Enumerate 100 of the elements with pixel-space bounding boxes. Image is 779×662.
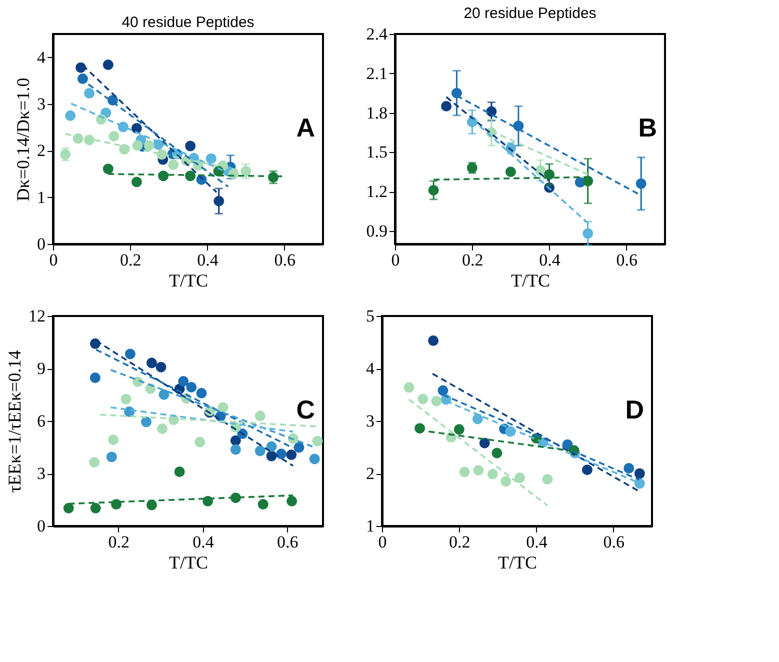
point	[286, 450, 297, 460]
chart-title: 40 residue Peptides	[122, 14, 254, 31]
point	[174, 466, 185, 477]
point	[472, 414, 483, 424]
y-tick-label: 4	[366, 359, 375, 378]
point	[428, 184, 439, 196]
point	[230, 435, 241, 446]
point	[146, 358, 157, 368]
point	[108, 434, 119, 445]
y-tick-label: 6	[37, 412, 46, 430]
point	[428, 335, 439, 346]
point	[438, 385, 448, 396]
point	[459, 466, 470, 478]
x-axis-title: T/TC	[169, 270, 208, 290]
point	[634, 468, 645, 479]
x-tick-label: 0	[391, 250, 400, 270]
point	[294, 442, 304, 453]
point	[157, 423, 168, 434]
point	[312, 436, 323, 446]
point	[513, 120, 524, 132]
point	[414, 423, 426, 434]
point	[102, 60, 114, 70]
x-axis-title: T/TC	[169, 552, 208, 572]
point	[185, 140, 196, 152]
point	[168, 159, 179, 170]
point	[254, 446, 266, 456]
point	[276, 448, 286, 460]
point	[108, 130, 120, 142]
y-tick-label: 1.5	[366, 142, 388, 162]
y-tick-label: 0.9	[366, 221, 388, 240]
point	[473, 465, 484, 476]
point	[218, 402, 228, 413]
point	[90, 502, 101, 514]
y-tick-label: 1	[366, 516, 374, 536]
y-tick-label: 2	[37, 141, 46, 160]
point	[254, 410, 266, 422]
point	[286, 496, 298, 506]
y-tick-label: 1	[37, 188, 46, 207]
point	[230, 444, 241, 455]
point	[636, 178, 646, 189]
point	[258, 499, 268, 510]
point	[90, 372, 100, 384]
annotation: D	[625, 394, 644, 424]
point	[505, 166, 516, 178]
x-tick-label: 0.2	[449, 532, 470, 552]
point	[65, 110, 76, 121]
point	[309, 454, 320, 464]
y-tick-label: 5	[366, 306, 374, 326]
point	[120, 394, 132, 404]
y-tick-label: 2	[366, 464, 374, 483]
x-tick-label: 0.4	[192, 532, 214, 552]
y-tick-label: 2.1	[366, 64, 388, 83]
x-tick-label: 0.6	[277, 532, 298, 552]
point	[487, 468, 498, 480]
point	[451, 88, 462, 98]
y-tick-label: 2.4	[366, 24, 388, 44]
point	[266, 441, 277, 452]
y-tick-label: 4	[37, 48, 46, 67]
y-axis-title: τEEκ=1/τEEκ=0.14	[4, 350, 24, 493]
point	[106, 452, 117, 462]
point	[124, 348, 136, 360]
point	[454, 424, 464, 435]
point	[194, 436, 206, 448]
point	[89, 457, 100, 468]
y-tick-label: 1.8	[366, 103, 388, 122]
point	[131, 176, 142, 188]
x-tick-label: 0.4	[197, 250, 219, 270]
point	[131, 123, 142, 134]
point	[492, 448, 502, 458]
chart-title: 20 residue Peptides	[464, 5, 596, 22]
x-tick-label: 0.2	[462, 250, 484, 270]
y-tick-label: 0	[37, 516, 46, 536]
annotation: A	[296, 112, 316, 142]
x-axis-title: T/TC	[498, 552, 537, 572]
point	[582, 464, 592, 476]
x-tick-label: 0	[49, 250, 58, 270]
point	[156, 362, 166, 372]
point	[158, 389, 170, 400]
point	[542, 474, 553, 485]
point	[144, 140, 154, 151]
x-tick-label: 0.6	[274, 250, 296, 270]
point	[544, 169, 555, 180]
annotation: B	[638, 112, 657, 142]
point	[404, 382, 414, 393]
point	[140, 416, 152, 428]
point	[84, 88, 94, 98]
point	[431, 396, 442, 406]
point	[514, 472, 525, 483]
x-tick-label: 0.6	[616, 250, 638, 270]
point	[441, 100, 452, 112]
x-tick-label: 0.4	[526, 532, 548, 552]
y-tick-label: 9	[37, 359, 46, 378]
x-axis-title: T/TC	[511, 270, 550, 290]
point	[479, 438, 490, 448]
point	[206, 153, 216, 164]
x-tick-label: 0.2	[120, 250, 142, 270]
point	[500, 476, 512, 487]
y-tick-label: 3	[37, 464, 46, 483]
y-axis-title: Dκ=0.14/Dκ=1.0	[13, 78, 33, 202]
point	[634, 478, 645, 489]
